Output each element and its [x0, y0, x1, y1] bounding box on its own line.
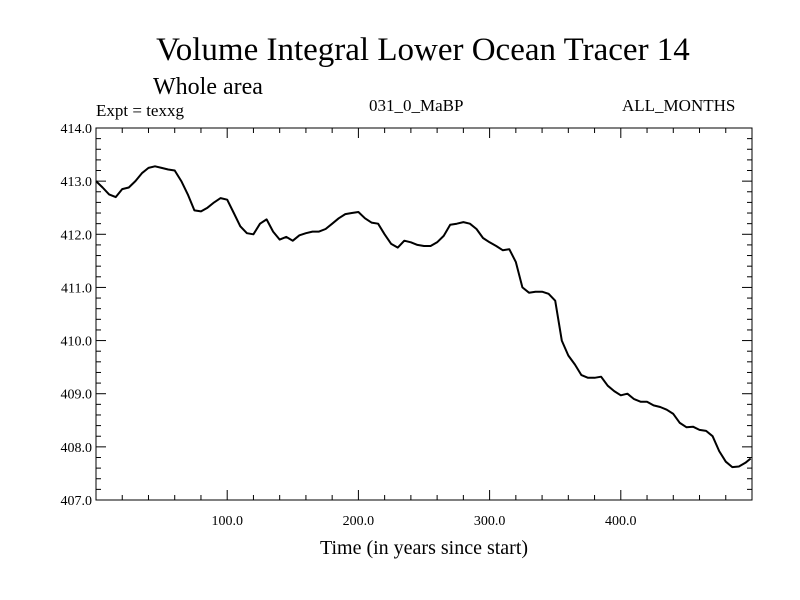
x-tick-label: 100.0 — [211, 514, 243, 529]
y-tick-label: 408.0 — [61, 441, 93, 456]
series-line — [95, 165, 752, 469]
y-tick-label: 414.0 — [61, 122, 93, 137]
plot-frame — [95, 127, 753, 501]
y-tick-label: 410.0 — [61, 335, 93, 350]
months-label: ALL_MONTHS — [622, 96, 736, 115]
y-tick-label: 407.0 — [61, 494, 93, 509]
experiment-label: Expt = texxg — [96, 101, 184, 120]
chart-title: Volume Integral Lower Ocean Tracer 14 — [156, 32, 690, 68]
y-tick-label: 409.0 — [61, 388, 93, 403]
x-axis-label: Time (in years since start) — [319, 537, 529, 559]
x-tick-label: 200.0 — [343, 514, 375, 529]
chart-subtitle: Whole area — [153, 74, 263, 100]
y-tick-label: 412.0 — [61, 228, 93, 243]
x-tick-label: 400.0 — [605, 514, 637, 529]
period-label: 031_0_MaBP — [369, 96, 464, 115]
y-tick-label: 413.0 — [61, 175, 93, 190]
x-tick-label: 300.0 — [474, 514, 506, 529]
y-tick-label: 411.0 — [61, 281, 92, 296]
